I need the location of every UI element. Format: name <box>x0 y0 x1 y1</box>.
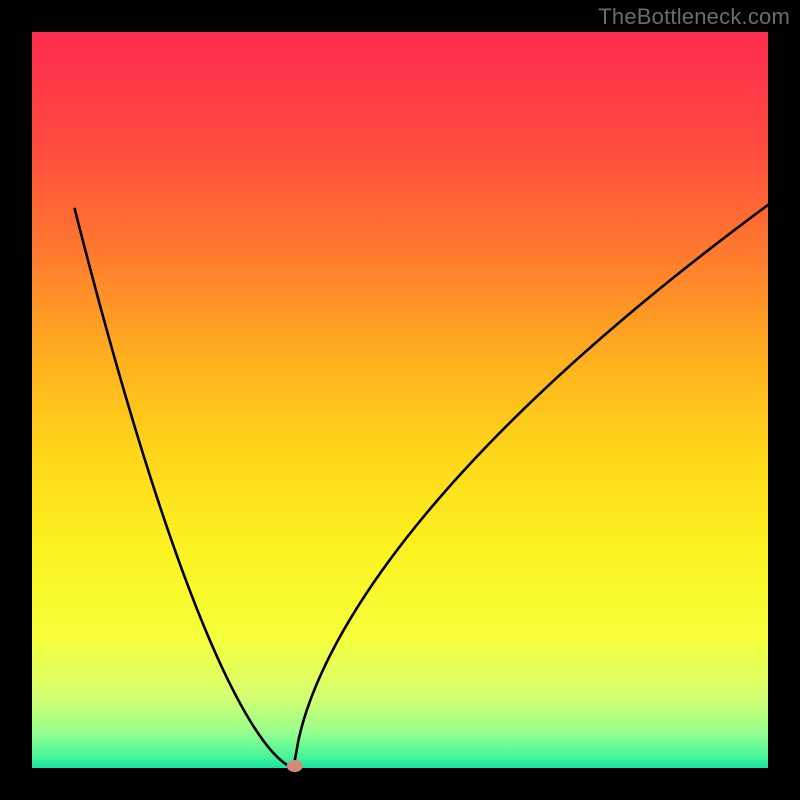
plot-background <box>32 32 768 768</box>
bottleneck-chart <box>0 0 800 800</box>
optimum-marker <box>287 760 303 772</box>
watermark-text: TheBottleneck.com <box>598 4 790 30</box>
chart-root: TheBottleneck.com <box>0 0 800 800</box>
